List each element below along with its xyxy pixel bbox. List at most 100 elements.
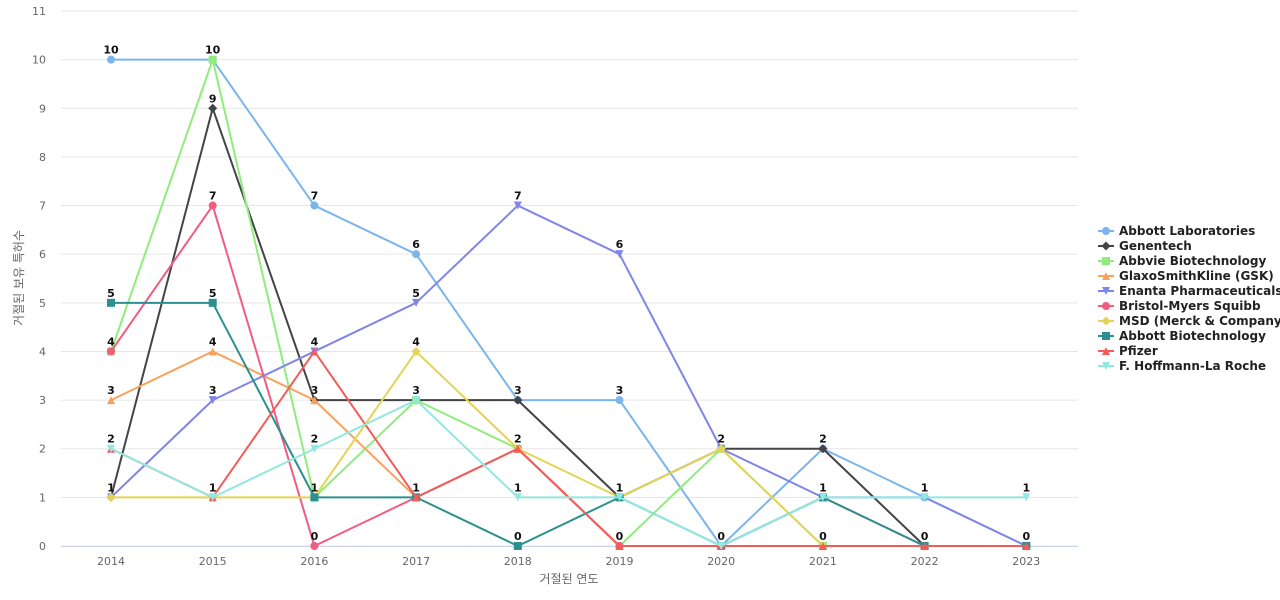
- data-label: 4: [311, 335, 319, 348]
- legend-symbol: [1101, 241, 1111, 251]
- y-tick-label: 10: [32, 54, 46, 67]
- data-point: [106, 492, 116, 502]
- data-point: [920, 493, 929, 502]
- data-point: [310, 347, 319, 356]
- data-label: 0: [819, 530, 827, 543]
- legend-item[interactable]: Abbvie Biotechnology: [1098, 254, 1266, 268]
- data-label: 0: [717, 530, 725, 543]
- legend-item[interactable]: Pfizer: [1098, 344, 1158, 358]
- y-tick-label: 4: [39, 345, 46, 358]
- data-label: 1: [412, 481, 420, 494]
- legend-item[interactable]: Enanta Pharmaceuticals: [1098, 284, 1280, 298]
- data-label: 4: [107, 335, 115, 348]
- data-label: 6: [616, 238, 624, 251]
- series-line: [110, 204, 1027, 547]
- legend-label: Abbott Biotechnology: [1119, 329, 1266, 343]
- legend-symbol: [1102, 272, 1110, 280]
- data-point: [208, 201, 217, 210]
- data-label: 1: [311, 481, 319, 494]
- data-label: 3: [616, 384, 624, 397]
- x-tick-label: 2022: [911, 555, 939, 568]
- data-label: 0: [921, 530, 929, 543]
- data-label: 9: [209, 92, 217, 105]
- data-label: 7: [311, 190, 319, 203]
- data-point: [208, 347, 217, 356]
- data-point: [818, 444, 828, 454]
- data-point: [208, 103, 218, 113]
- data-point: [513, 395, 523, 405]
- x-tick-label: 2020: [707, 555, 735, 568]
- series-line: [110, 399, 1027, 547]
- data-label: 0: [1022, 530, 1030, 543]
- data-point: [818, 542, 827, 550]
- data-point: [513, 542, 522, 550]
- legend-symbol: [1102, 302, 1110, 310]
- series-group: [106, 103, 1031, 551]
- legend-item[interactable]: GlaxoSmithKline (GSK): [1098, 269, 1274, 283]
- x-tick-label: 2021: [809, 555, 837, 568]
- data-labels: 1054321109754317432106543173210631020210…: [103, 44, 1030, 543]
- y-tick-label: 2: [39, 443, 46, 456]
- data-label: 4: [412, 335, 420, 348]
- legend-symbol: [1102, 332, 1110, 340]
- x-tick-label: 2015: [199, 555, 227, 568]
- data-point: [208, 298, 217, 307]
- data-label: 3: [107, 384, 115, 397]
- data-point: [717, 542, 726, 550]
- data-point: [208, 396, 217, 405]
- y-tick-label: 9: [39, 102, 46, 115]
- data-label: 1: [514, 481, 522, 494]
- data-point: [107, 55, 115, 64]
- legend-item[interactable]: MSD (Merck & Company): [1098, 314, 1280, 328]
- x-tick-label: 2017: [402, 555, 430, 568]
- data-point: [310, 493, 319, 502]
- data-label: 2: [717, 433, 725, 446]
- legend-label: Abbott Laboratories: [1119, 224, 1255, 238]
- y-tick-label: 8: [39, 151, 46, 164]
- data-point: [208, 55, 217, 64]
- x-tick-label: 2023: [1012, 555, 1040, 568]
- data-label: 4: [209, 335, 217, 348]
- series-lines: [106, 55, 1031, 551]
- y-tick-label: 0: [39, 540, 46, 553]
- series-group: [107, 396, 1031, 550]
- data-label: 3: [209, 384, 217, 397]
- data-point: [310, 542, 319, 550]
- data-point: [920, 542, 929, 550]
- data-point: [107, 444, 115, 453]
- series-line: [111, 301, 1027, 547]
- legend-item[interactable]: Genentech: [1098, 239, 1192, 253]
- legend-item[interactable]: Bristol-Myers Squibb: [1098, 299, 1261, 313]
- y-axis-ticks: 0 1 2 3 4 5 6 7 8 9 10 11: [32, 5, 46, 553]
- data-label: 2: [819, 433, 827, 446]
- legend-item[interactable]: F. Hoffmann-La Roche: [1098, 359, 1266, 373]
- legend-symbol: [1101, 316, 1111, 326]
- data-label: 0: [616, 530, 624, 543]
- data-label: 2: [311, 433, 319, 446]
- x-tick-label: 2018: [504, 555, 532, 568]
- data-label: 0: [311, 530, 319, 543]
- legend-label: MSD (Merck & Company): [1119, 314, 1280, 328]
- legend-item[interactable]: Abbott Biotechnology: [1098, 329, 1266, 343]
- data-label: 7: [514, 190, 522, 203]
- data-label: 10: [205, 44, 221, 57]
- data-label: 1: [209, 481, 217, 494]
- legend-item[interactable]: Abbott Laboratories: [1098, 224, 1255, 238]
- legend-symbol: [1102, 257, 1110, 265]
- data-point: [107, 347, 115, 356]
- data-point: [310, 444, 319, 453]
- legend-label: F. Hoffmann-La Roche: [1119, 359, 1266, 373]
- data-point: [818, 493, 827, 502]
- data-label: 10: [103, 44, 119, 57]
- legend-symbol: [1102, 362, 1110, 370]
- data-label: 5: [412, 287, 420, 300]
- legend-label: Pfizer: [1119, 344, 1158, 358]
- data-point: [412, 250, 421, 259]
- data-point: [1022, 542, 1031, 550]
- data-point: [615, 542, 624, 550]
- data-label: 3: [412, 384, 420, 397]
- data-label: 7: [209, 190, 217, 203]
- x-tick-label: 2019: [606, 555, 634, 568]
